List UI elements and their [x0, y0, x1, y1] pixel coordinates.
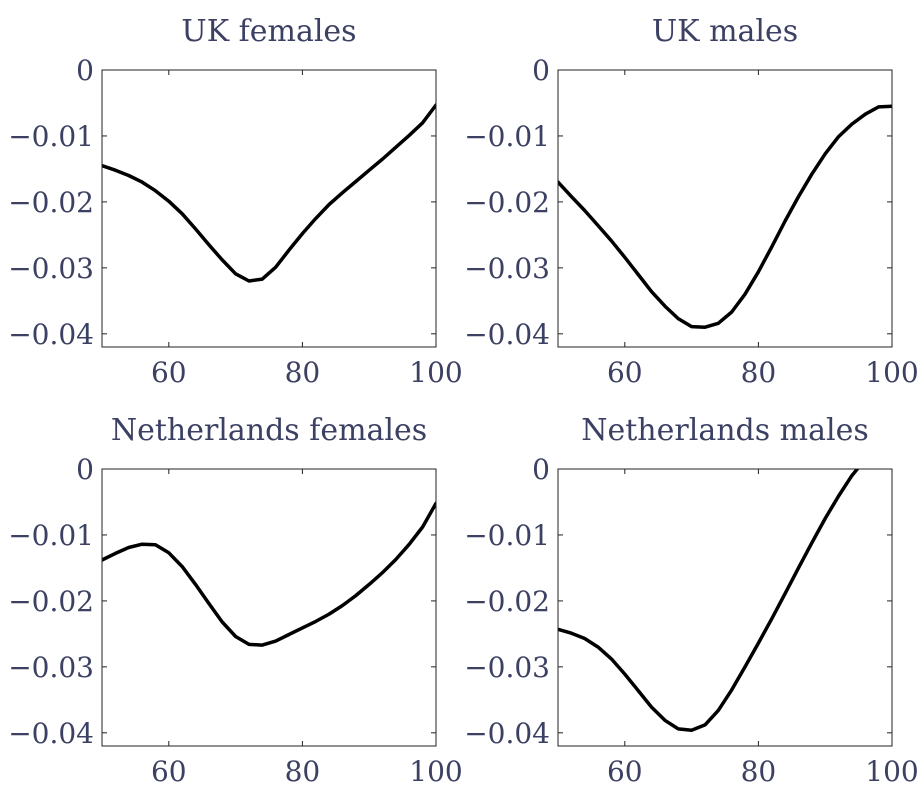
uk-females-ytick-label-3: −0.03 — [8, 252, 94, 285]
netherlands-females-title: Netherlands females — [111, 413, 427, 448]
uk-females-ytick-label-2: −0.02 — [8, 186, 94, 219]
netherlands-males-title: Netherlands males — [581, 413, 869, 448]
uk-females-title: UK females — [181, 14, 356, 49]
netherlands-males-xtick-label-1: 80 — [741, 755, 777, 788]
uk-males-series-line-0 — [558, 104, 892, 329]
uk-males-title: UK males — [652, 14, 798, 49]
netherlands-males-ytick-label-4: −0.04 — [464, 717, 550, 750]
netherlands-males-xtick-label-0: 60 — [607, 755, 643, 788]
netherlands-males-xtick-label-2: 100 — [865, 755, 918, 788]
netherlands-males-series-line-0 — [558, 469, 860, 732]
uk-females-ytick-label-1: −0.01 — [8, 120, 94, 153]
netherlands-males-ytick-label-2: −0.02 — [464, 585, 550, 618]
uk-females-panel: UK females 0 −0.01 −0.02 −0.03 −0.04 60 80 100 — [8, 14, 463, 389]
uk-males-xtick-label-0: 60 — [607, 356, 643, 389]
netherlands-females-ytick-label-1: −0.01 — [8, 519, 94, 552]
netherlands-males-ytick-label-1: −0.01 — [464, 519, 550, 552]
uk-males-plot-frame — [557, 69, 893, 348]
netherlands-males-ytick-label-3: −0.03 — [464, 651, 550, 684]
netherlands-females-ytick-label-3: −0.03 — [8, 651, 94, 684]
netherlands-females-ytick-label-0: 0 — [76, 453, 94, 486]
uk-females-ytick-label-4: −0.04 — [8, 318, 94, 351]
uk-males-ytick-label-4: −0.04 — [464, 318, 550, 351]
uk-males-ytick-label-3: −0.03 — [464, 252, 550, 285]
netherlands-females-panel: Netherlands females 0 −0.01 −0.02 −0.03 −0.04… — [8, 413, 463, 788]
netherlands-females-ytick-label-4: −0.04 — [8, 717, 94, 750]
netherlands-males-plot-frame — [557, 468, 893, 747]
netherlands-males-panel: Netherlands males 0 −0.01 −0.02 −0.03 −0.04 60… — [464, 413, 919, 788]
netherlands-males-ytick-label-0: 0 — [532, 453, 550, 486]
netherlands-females-plot-frame — [101, 468, 437, 747]
uk-males-ytick-label-1: −0.01 — [464, 120, 550, 153]
uk-males-ytick-label-0: 0 — [532, 54, 550, 87]
uk-males-panel: UK males 0 −0.01 −0.02 −0.03 −0.04 60 80 100 — [464, 14, 919, 389]
uk-females-ytick-label-0: 0 — [76, 54, 94, 87]
uk-females-xtick-label-2: 100 — [409, 356, 462, 389]
uk-females-series-line-0 — [102, 103, 436, 283]
uk-males-xtick-label-2: 100 — [865, 356, 918, 389]
uk-females-plot-frame — [101, 69, 437, 348]
netherlands-females-xtick-label-0: 60 — [151, 755, 187, 788]
netherlands-females-xtick-label-2: 100 — [409, 755, 462, 788]
uk-females-xtick-label-1: 80 — [285, 356, 321, 389]
netherlands-females-xtick-label-1: 80 — [285, 755, 321, 788]
uk-males-ytick-label-2: −0.02 — [464, 186, 550, 219]
netherlands-females-ytick-label-2: −0.02 — [8, 585, 94, 618]
netherlands-females-series-line-0 — [102, 501, 436, 647]
uk-females-xtick-label-0: 60 — [151, 356, 187, 389]
uk-males-xtick-label-1: 80 — [741, 356, 777, 389]
